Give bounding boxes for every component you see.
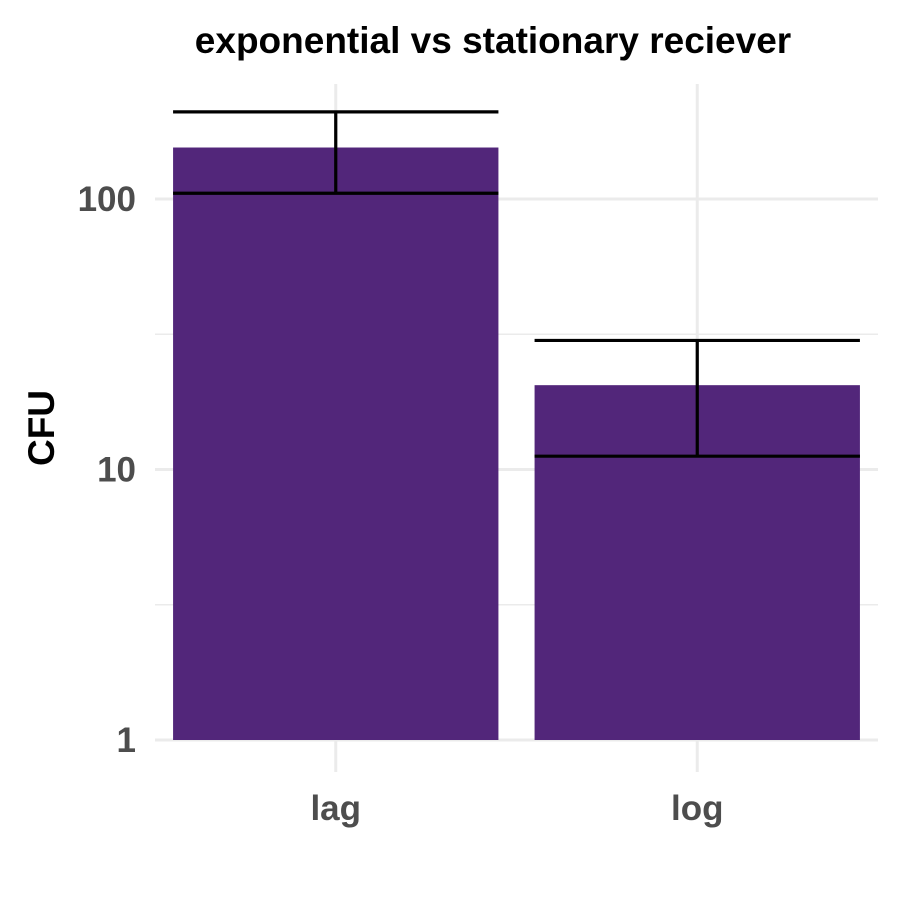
tick-labels-layer: 1 10 100 lag log: [78, 180, 724, 828]
bar-lag: [173, 147, 499, 741]
y-axis-label: CFU: [21, 390, 62, 466]
y-tick-label: 10: [97, 451, 136, 490]
bars-layer: [173, 147, 860, 741]
y-tick-label: 100: [78, 180, 136, 219]
y-tick-label: 1: [117, 721, 136, 760]
x-tick-label: log: [671, 789, 723, 828]
x-tick-label: lag: [310, 789, 361, 828]
chart-title: exponential vs stationary reciever: [195, 20, 791, 61]
error-bars-layer: [173, 110, 860, 458]
